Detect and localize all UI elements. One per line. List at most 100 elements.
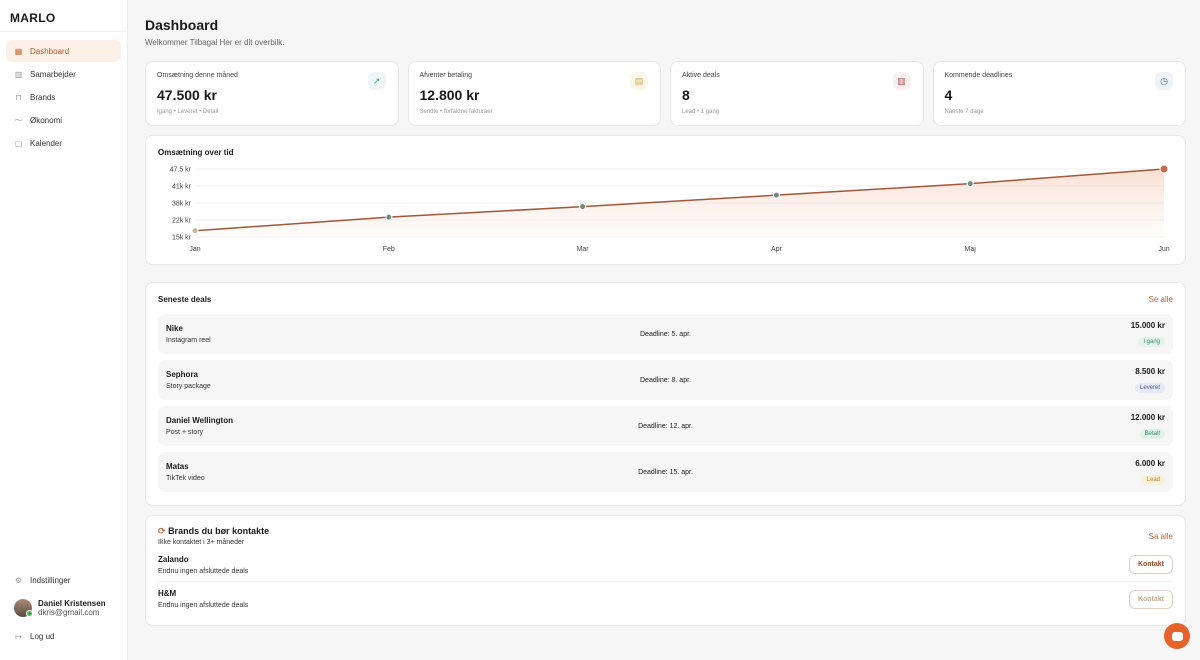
brand-row: H&M Endnu ingen afsluttede deals Kontakt: [158, 582, 1173, 616]
sidebar-item-dashboard[interactable]: ▦ Dashboard: [6, 40, 121, 62]
revenue-chart: 15k kr 22k kr 38k kr 41k kr 47.5 kr Jan Feb Mar…: [170, 164, 1170, 253]
chat-button[interactable]: [1164, 623, 1190, 649]
y-tick-label: 22k kr: [172, 218, 192, 225]
brand-note: Endnu ingen afsluttede deals: [158, 602, 249, 609]
deal-amount: 6.000 kr: [1135, 458, 1165, 468]
deal-brand: Matas: [166, 462, 189, 471]
lock-icon: ⊓: [15, 92, 22, 102]
sidebar-bottom: ⚙ Indstillinger Daniel Kristensen dkris@gm…: [6, 569, 121, 648]
clock-icon: ◷: [1155, 72, 1173, 90]
y-tick-label: 15k kr: [172, 235, 192, 242]
deal-brand: Sephora: [166, 370, 199, 379]
page-subtitle: Welkommer Tilbagal Her er dit overbilk.: [145, 38, 285, 47]
see-all-brands-link[interactable]: Sa alle: [1148, 531, 1173, 541]
see-all-deals-link[interactable]: Se alle: [1148, 295, 1173, 304]
user-name: Daniel Kristensen: [38, 599, 106, 608]
deal-row[interactable]: Nike Instagram reel Deadline: 5. apr. 15.…: [158, 314, 1173, 354]
trend-up-icon: ↗: [367, 72, 386, 90]
deal-type: Post + story: [166, 429, 204, 436]
sidebar-nav: ▦ Dashboard ▥ Samarbejder ⊓ Brands 〜 Økonomi…: [0, 32, 127, 163]
stat-card-deadlines: Kommende deadlines 4 Naeste 7 dage ◷: [932, 61, 1186, 126]
status-badge: I gang: [1138, 336, 1165, 347]
grid-icon: ▦: [14, 46, 23, 56]
brand-row: Zalando Endnu ingen afsluttede deals Konta…: [158, 548, 1173, 582]
revenue-chart-card: Omsætning over tid 15k kr 22k kr 38k kr 41k…: [145, 135, 1186, 265]
deals-title: Seneste deals: [158, 295, 212, 304]
briefcase-icon: ▥: [892, 72, 911, 90]
x-tick-label: Feb: [383, 246, 395, 253]
brand-note: Endnu ingen afsluttede deals: [158, 567, 249, 575]
stat-value: 12.800 kr: [419, 87, 480, 103]
main-content: Dashboard Welkommer Tilbagal Her er dit …: [145, 0, 1186, 626]
x-tick-label: Mar: [577, 246, 590, 253]
sidebar-item-brands[interactable]: ⊓ Brands: [6, 86, 121, 108]
chat-icon: [1171, 631, 1183, 641]
sidebar-item-label: Dashboard: [30, 46, 70, 56]
stat-hint: Sendte • forfaldne fakturaer: [419, 109, 493, 115]
status-badge: Leveret: [1134, 382, 1165, 393]
avatar: [14, 599, 33, 617]
gear-icon: ⚙: [14, 575, 23, 585]
stat-card-revenue: Omsætning denne måned 47.500 kr Igang • Le…: [145, 61, 399, 126]
stat-hint: Lead • 1 gang: [682, 109, 720, 115]
sidebar-item-kalender[interactable]: ▢ Kalender: [6, 132, 121, 154]
stat-value: 47.500 kr: [157, 87, 217, 103]
brands-title: Brands du bør kontakte: [168, 526, 270, 536]
deal-brand: Nike: [166, 324, 183, 333]
contact-button[interactable]: Kontakt: [1128, 555, 1173, 574]
stat-label: Aktive deals: [682, 72, 720, 79]
calendar-icon: ▢: [14, 138, 23, 148]
page-title: Dashboard: [145, 17, 219, 33]
stat-value: 8: [682, 87, 690, 103]
user-profile[interactable]: Daniel Kristensen dkris@gmail.com: [6, 595, 121, 621]
brands-to-contact-card: ⟳ Brands du bør kontakte Ikke kontaktet i…: [145, 515, 1186, 626]
recent-deals-card: Seneste deals Se alle Nike Instagram reel …: [145, 282, 1186, 506]
deal-row[interactable]: Sephora Story package Deadline: 8. apr. 8…: [158, 360, 1173, 400]
x-tick-label: Jun: [1158, 246, 1169, 253]
sidebar-item-label: Økonomi: [30, 115, 63, 125]
status-badge: Betalt: [1139, 428, 1165, 439]
y-tick-label: 41k kr: [172, 184, 192, 191]
sidebar: MARLO ▦ Dashboard ▥ Samarbejder ⊓ Brands 〜 Ø…: [0, 0, 128, 660]
deal-type: Instagram reel: [166, 337, 211, 344]
sidebar-item-samarbejder[interactable]: ▥ Samarbejder: [6, 63, 121, 85]
deal-brand: Daniel Wellington: [166, 416, 233, 425]
stats-row: Omsætning denne måned 47.500 kr Igang • Le…: [145, 61, 1186, 126]
deal-amount: 8.500 kr: [1135, 366, 1165, 376]
data-point[interactable]: [966, 180, 974, 188]
deal-deadline: Deadline: 15. apr.: [638, 468, 693, 476]
stat-card-active-deals: Aktive deals 8 Lead • 1 gang ▥: [670, 61, 924, 126]
settings-link[interactable]: ⚙ Indstillinger: [6, 569, 121, 591]
sidebar-item-label: Brands: [30, 92, 56, 102]
deal-row[interactable]: Daniel Wellington Post + story Deadline: …: [158, 406, 1173, 446]
trend-icon: 〜: [14, 115, 23, 125]
data-point[interactable]: [191, 227, 199, 235]
data-point[interactable]: [772, 191, 780, 199]
chart-title: Omsætning over tid: [158, 148, 234, 157]
contact-button[interactable]: Kontakt: [1128, 589, 1173, 609]
stat-label: Kommende deadlines: [944, 72, 1013, 79]
logout-link[interactable]: ↦ Log ud: [6, 625, 121, 647]
refresh-icon: ⟳: [158, 526, 166, 536]
sidebar-item-label: Kalender: [30, 138, 63, 148]
sidebar-item-okonomi[interactable]: 〜 Økonomi: [6, 109, 121, 131]
deal-type: TikTek video: [166, 475, 205, 482]
deal-amount: 15.000 kr: [1130, 320, 1165, 330]
deal-deadline: Deadline: 8. apr.: [640, 376, 691, 384]
stat-label: Omsætning denne måned: [157, 72, 238, 79]
invoice-icon: ▤: [630, 72, 648, 90]
deal-list: Nike Instagram reel Deadline: 5. apr. 15.…: [158, 314, 1173, 492]
x-tick-label: Jan: [189, 246, 200, 253]
deal-amount: 12.000 kr: [1130, 412, 1165, 422]
deal-deadline: Deadline: 5. apr.: [640, 330, 691, 338]
data-point[interactable]: [579, 203, 587, 211]
y-tick-label: 47.5 kr: [170, 167, 192, 174]
deal-type: Story package: [166, 383, 211, 390]
stat-card-pending: Afventer betaling 12.800 kr Sendte • forfa…: [407, 61, 661, 126]
user-email: dkris@gmail.com: [38, 608, 100, 617]
data-point[interactable]: [1159, 164, 1169, 174]
stat-label: Afventer betaling: [419, 72, 473, 79]
deal-row[interactable]: Matas TikTek video Deadline: 15. apr. 6.0…: [158, 452, 1173, 492]
data-point[interactable]: [385, 213, 393, 221]
building-icon: ▥: [14, 69, 23, 79]
